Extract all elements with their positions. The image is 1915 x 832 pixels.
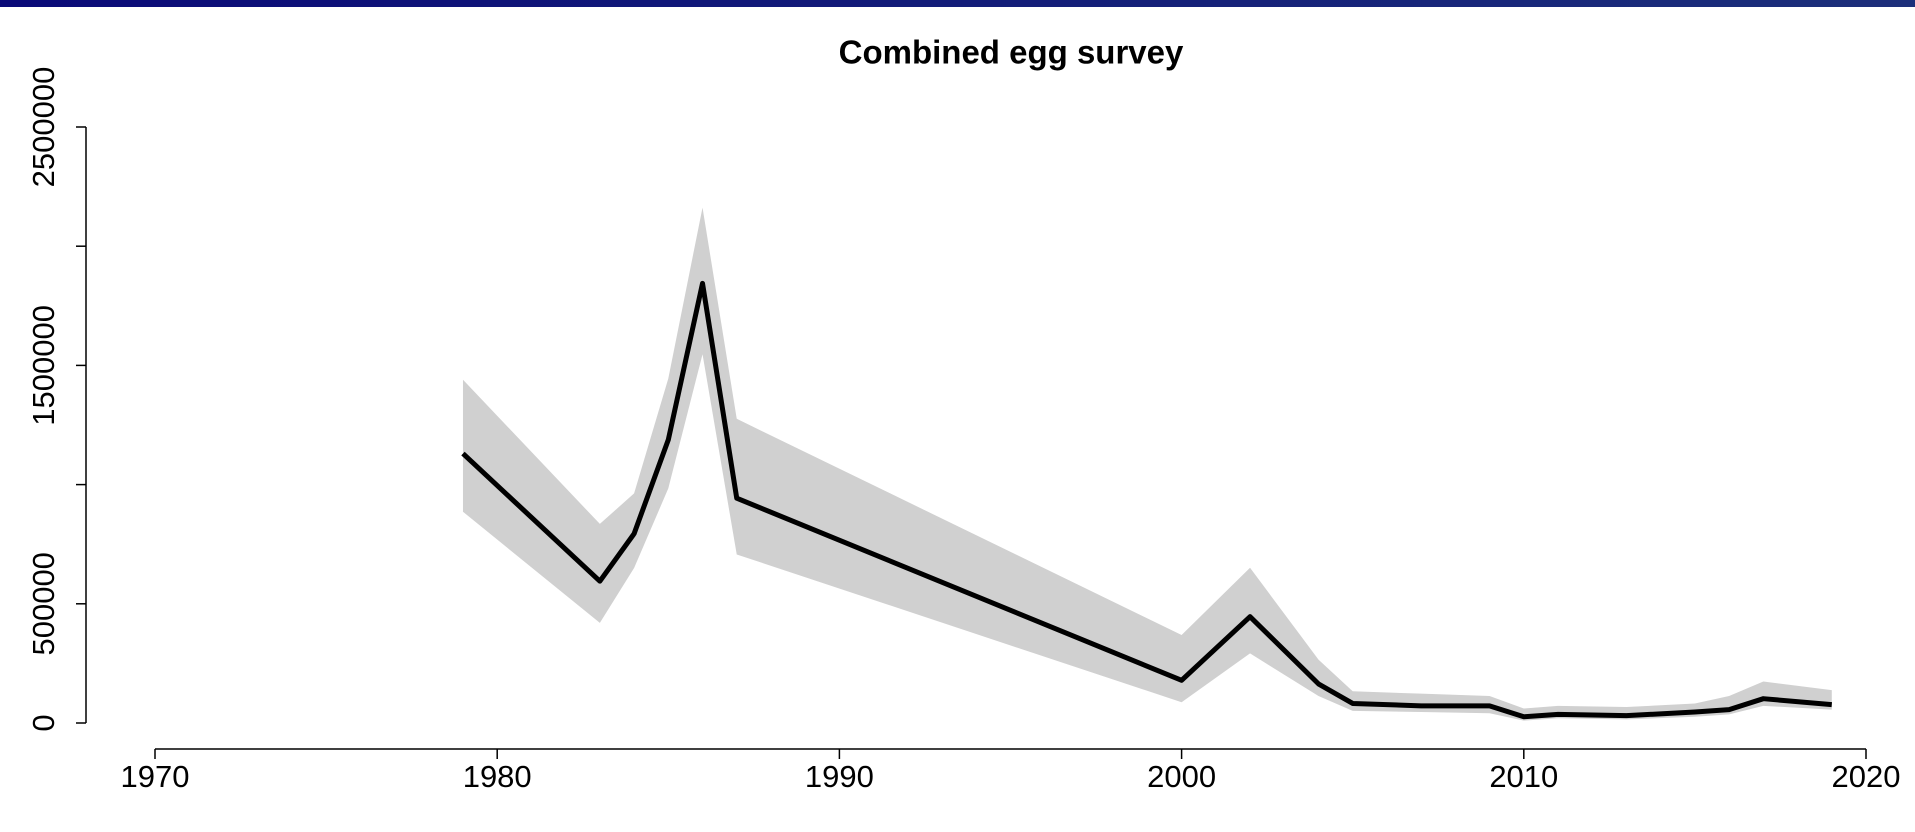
x-tick-label: 1970 <box>121 759 190 794</box>
x-tick-label: 2020 <box>1832 759 1901 794</box>
x-tick-label: 1990 <box>805 759 874 794</box>
y-tick-label: 500000 <box>26 552 61 655</box>
header-bar <box>0 0 1915 7</box>
y-tick-label: 0 <box>26 714 61 731</box>
chart-title: Combined egg survey <box>839 34 1184 71</box>
estimate-line <box>461 280 1832 720</box>
x-tick-label: 1980 <box>463 759 532 794</box>
confidence-band <box>462 207 1832 721</box>
x-tick-label: 2000 <box>1147 759 1216 794</box>
y-tick-label: 1500000 <box>26 305 61 426</box>
x-tick-label: 2010 <box>1489 759 1558 794</box>
y-tick-label: 2500000 <box>26 67 61 188</box>
